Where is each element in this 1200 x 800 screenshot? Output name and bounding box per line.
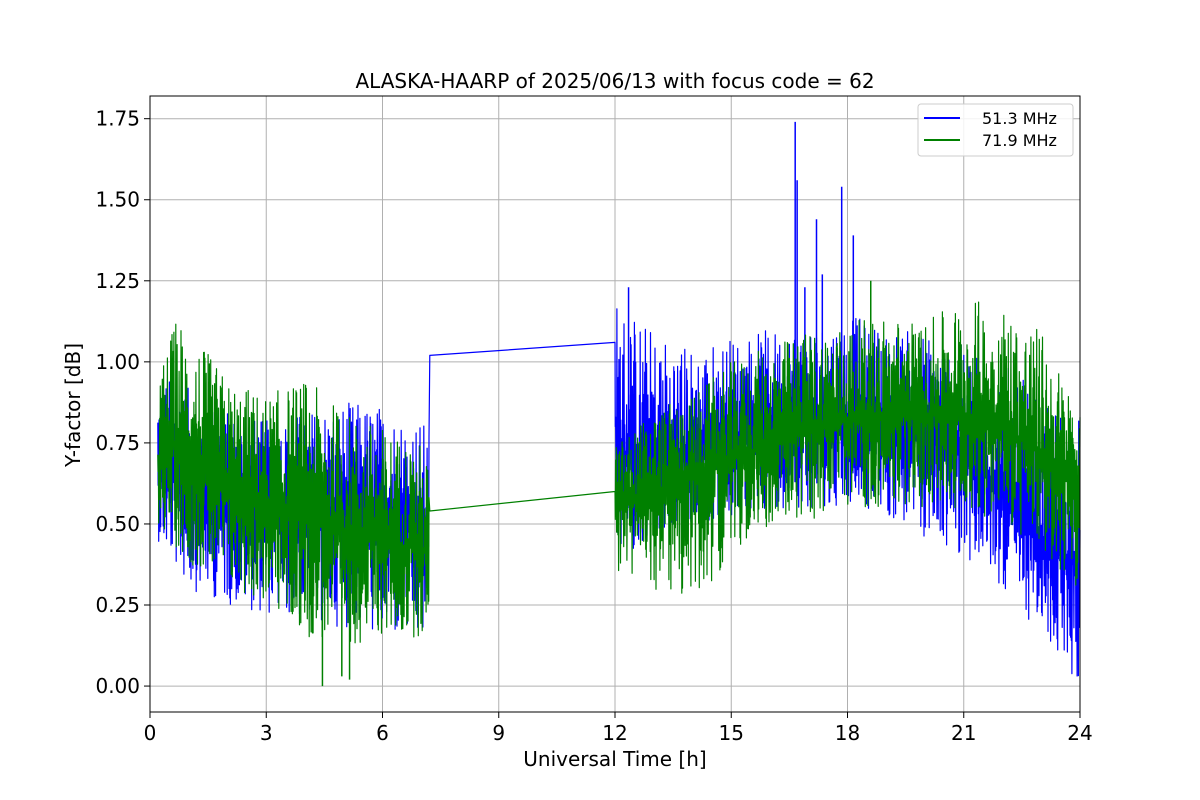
chart-title: ALASKA-HAARP of 2025/06/13 with focus co… (355, 69, 874, 93)
x-axis-label: Universal Time [h] (523, 747, 706, 771)
y-tick-label: 1.00 (95, 350, 140, 374)
plot-frame (149, 95, 1081, 713)
x-tick-label: 0 (144, 721, 157, 745)
legend-label-51mhz: 51.3 MHz (982, 109, 1057, 128)
x-tick-label: 21 (951, 721, 976, 745)
y-tick-label: 0.00 (95, 674, 140, 698)
y-tick-label: 0.75 (95, 431, 140, 455)
x-tick-label: 3 (260, 721, 273, 745)
legend: 51.3 MHz 71.9 MHz (917, 103, 1074, 157)
x-tick-label: 15 (719, 721, 744, 745)
axes: 0 3 6 9 12 15 18 21 24 0.00 0.25 0.50 0.75 1.00 1.25 1.… (95, 95, 1093, 745)
y-tick-label: 1.25 (95, 269, 140, 293)
x-tick-label: 18 (835, 721, 860, 745)
y-tick-label: 0.25 (95, 593, 140, 617)
x-tick-label: 12 (602, 721, 627, 745)
x-tick-label: 6 (376, 721, 389, 745)
series-line-1 (157, 301, 1081, 644)
legend-label-71mhz: 71.9 MHz (982, 131, 1057, 150)
y-tick-label: 1.75 (95, 107, 140, 131)
y-axis-label: Y-factor [dB] (61, 343, 85, 468)
x-tick-label: 24 (1067, 721, 1092, 745)
y-tick-label: 1.50 (95, 188, 140, 212)
x-tick-label: 9 (492, 721, 505, 745)
series-layer (157, 121, 1081, 687)
y-tick-label: 0.50 (95, 512, 140, 536)
